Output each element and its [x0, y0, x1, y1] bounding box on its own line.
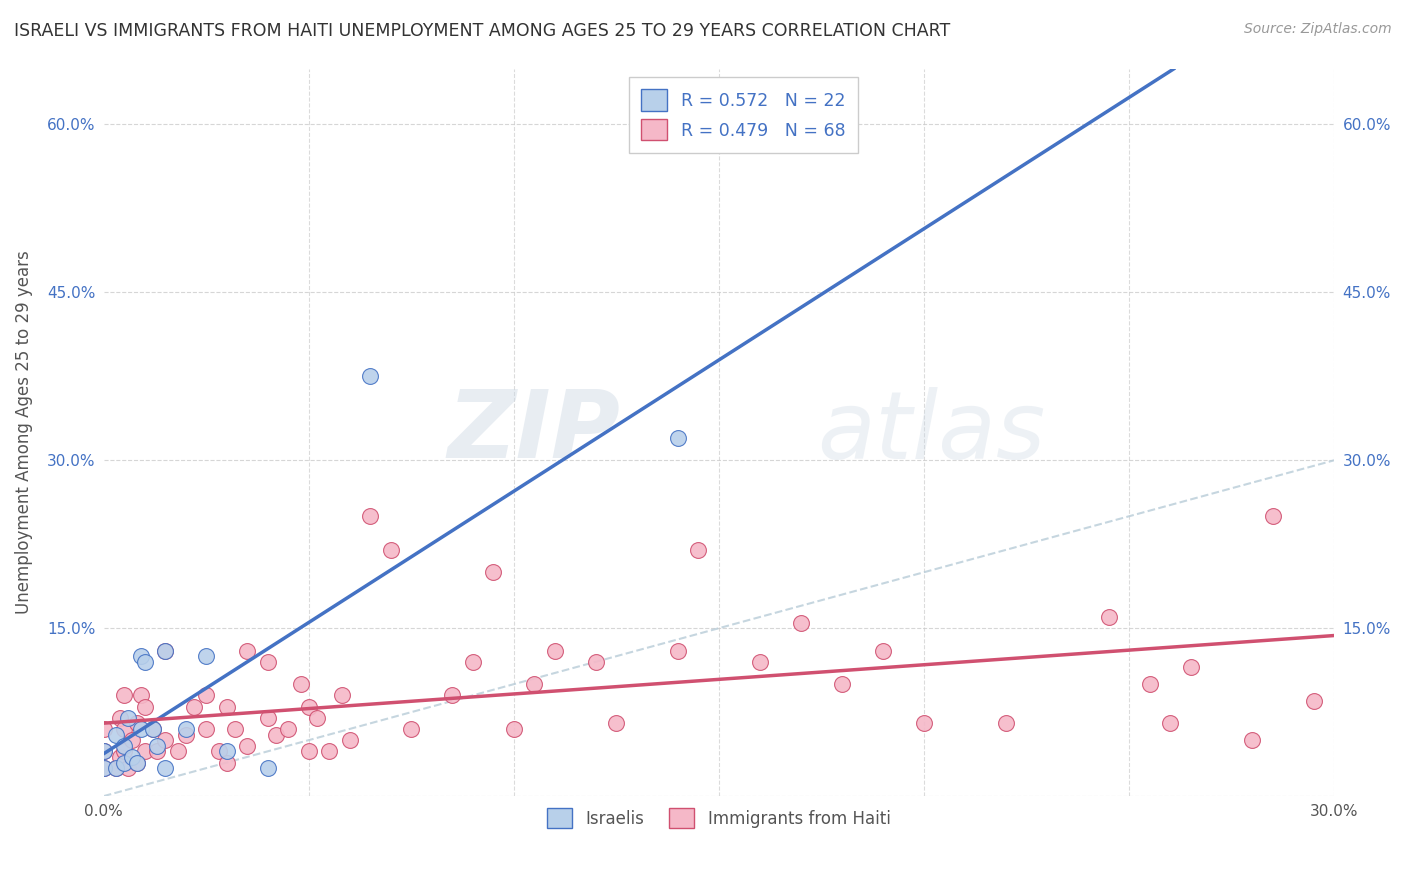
Point: [93, 761, 115, 775]
Point: [305, 711, 328, 725]
Point: [298, 699, 321, 714]
Point: [688, 542, 710, 557]
Point: [105, 727, 128, 741]
Point: [121, 750, 143, 764]
Point: [585, 655, 607, 669]
Point: [93, 722, 115, 736]
Point: [129, 689, 152, 703]
Legend: Israelis, Immigrants from Haiti: Israelis, Immigrants from Haiti: [540, 801, 897, 835]
Point: [441, 689, 464, 703]
Point: [380, 542, 402, 557]
Point: [117, 761, 139, 775]
Point: [195, 649, 218, 664]
Point: [277, 722, 299, 736]
Text: ISRAELI VS IMMIGRANTS FROM HAITI UNEMPLOYMENT AMONG AGES 25 TO 29 YEARS CORRELAT: ISRAELI VS IMMIGRANTS FROM HAITI UNEMPLO…: [14, 22, 950, 40]
Text: Source: ZipAtlas.com: Source: ZipAtlas.com: [1244, 22, 1392, 37]
Point: [195, 689, 218, 703]
Point: [1241, 733, 1264, 747]
Point: [112, 739, 135, 753]
Point: [1302, 694, 1324, 708]
Point: [183, 699, 205, 714]
Point: [912, 716, 935, 731]
Point: [236, 739, 259, 753]
Point: [112, 722, 135, 736]
Point: [117, 711, 139, 725]
Point: [142, 722, 165, 736]
Y-axis label: Unemployment Among Ages 25 to 29 years: Unemployment Among Ages 25 to 29 years: [15, 251, 32, 615]
Point: [195, 722, 218, 736]
Point: [544, 643, 567, 657]
Text: atlas: atlas: [817, 387, 1046, 478]
Point: [872, 643, 894, 657]
Point: [256, 711, 278, 725]
Point: [523, 677, 546, 691]
Point: [125, 716, 148, 731]
Point: [146, 739, 169, 753]
Point: [1139, 677, 1161, 691]
Point: [482, 566, 505, 580]
Point: [93, 744, 115, 758]
Point: [166, 744, 188, 758]
Point: [112, 689, 135, 703]
Point: [256, 655, 278, 669]
Point: [215, 744, 238, 758]
Point: [112, 744, 135, 758]
Point: [112, 756, 135, 770]
Point: [134, 744, 156, 758]
Point: [155, 643, 177, 657]
Point: [1097, 610, 1119, 624]
Point: [1159, 716, 1181, 731]
Point: [236, 643, 259, 657]
Point: [121, 733, 143, 747]
Point: [155, 761, 177, 775]
Point: [1180, 660, 1202, 674]
Point: [93, 744, 115, 758]
Point: [142, 722, 165, 736]
Point: [174, 722, 197, 736]
Point: [298, 744, 321, 758]
Point: [330, 689, 353, 703]
Point: [401, 722, 423, 736]
Point: [1261, 509, 1284, 524]
Point: [461, 655, 484, 669]
Point: [605, 716, 627, 731]
Point: [207, 744, 229, 758]
Point: [108, 711, 131, 725]
Point: [155, 643, 177, 657]
Point: [215, 699, 238, 714]
Point: [502, 722, 524, 736]
Text: ZIP: ZIP: [447, 386, 620, 478]
Point: [105, 761, 128, 775]
Point: [224, 722, 246, 736]
Point: [215, 756, 238, 770]
Point: [749, 655, 772, 669]
Point: [666, 431, 689, 445]
Point: [125, 756, 148, 770]
Point: [125, 756, 148, 770]
Point: [129, 722, 152, 736]
Point: [264, 727, 287, 741]
Point: [134, 655, 156, 669]
Point: [790, 615, 813, 630]
Point: [129, 649, 152, 664]
Point: [93, 761, 115, 775]
Point: [359, 509, 381, 524]
Point: [995, 716, 1018, 731]
Point: [339, 733, 361, 747]
Point: [155, 733, 177, 747]
Point: [831, 677, 853, 691]
Point: [174, 727, 197, 741]
Point: [290, 677, 312, 691]
Point: [108, 750, 131, 764]
Point: [359, 369, 381, 384]
Point: [134, 699, 156, 714]
Point: [256, 761, 278, 775]
Point: [318, 744, 340, 758]
Point: [146, 744, 169, 758]
Point: [105, 761, 128, 775]
Point: [666, 643, 689, 657]
